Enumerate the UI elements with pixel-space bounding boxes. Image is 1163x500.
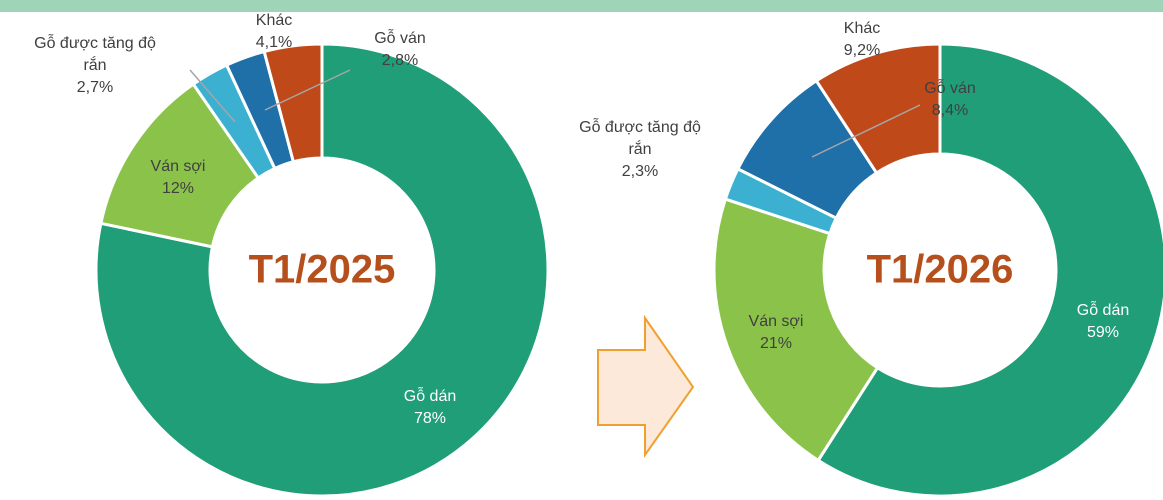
center-title: T1/2025 bbox=[248, 247, 396, 292]
value-label: 59% bbox=[1086, 324, 1120, 341]
top-band bbox=[0, 0, 1163, 12]
center-title: T1/2026 bbox=[866, 247, 1014, 292]
slice bbox=[262, 42, 324, 164]
data-label: Gỗ được tăng độ rắn 2,7% bbox=[25, 33, 165, 99]
category-name: Gỗ dán bbox=[403, 388, 457, 405]
leader-line bbox=[811, 104, 921, 158]
data-label: Khác 4,1% bbox=[204, 10, 344, 54]
value-label: 9,2% bbox=[843, 42, 881, 59]
data-label: Ván sợi 21% bbox=[706, 311, 846, 355]
category-name: Khác bbox=[843, 20, 881, 37]
data-label: Gỗ ván 8,4% bbox=[880, 78, 1020, 122]
value-label: 2,7% bbox=[76, 79, 114, 96]
slice bbox=[712, 197, 880, 463]
value-label: 78% bbox=[413, 410, 447, 427]
value-label: 2,8% bbox=[381, 52, 419, 69]
data-label: Gỗ ván 2,8% bbox=[330, 28, 470, 72]
category-name: Gỗ được tăng độ rắn bbox=[34, 35, 156, 74]
category-name: Ván sợi bbox=[748, 313, 804, 330]
category-name: Khác bbox=[255, 12, 293, 29]
arrow bbox=[597, 314, 695, 459]
category-name: Gỗ được tăng độ rắn bbox=[579, 119, 701, 158]
data-label: Gỗ dán 59% bbox=[1033, 300, 1163, 344]
data-label: Ván sợi 12% bbox=[108, 156, 248, 200]
slice bbox=[94, 42, 550, 498]
data-label: Gỗ được tăng độ rắn 2,3% bbox=[570, 117, 710, 183]
leader-line bbox=[264, 69, 351, 111]
category-name: Gỗ ván bbox=[924, 80, 976, 97]
value-label: 2,3% bbox=[621, 163, 659, 180]
data-label: Gỗ dán 78% bbox=[360, 386, 500, 430]
value-label: 4,1% bbox=[255, 34, 293, 51]
value-label: 12% bbox=[161, 180, 195, 197]
data-label: Khác 9,2% bbox=[792, 18, 932, 62]
leader-line bbox=[189, 69, 236, 123]
value-label: 21% bbox=[759, 335, 793, 352]
category-name: Gỗ dán bbox=[1076, 302, 1130, 319]
category-name: Ván sợi bbox=[150, 158, 206, 175]
category-name: Gỗ ván bbox=[374, 30, 426, 47]
slice bbox=[814, 42, 942, 175]
value-label: 8,4% bbox=[931, 102, 969, 119]
slice bbox=[816, 42, 1163, 498]
